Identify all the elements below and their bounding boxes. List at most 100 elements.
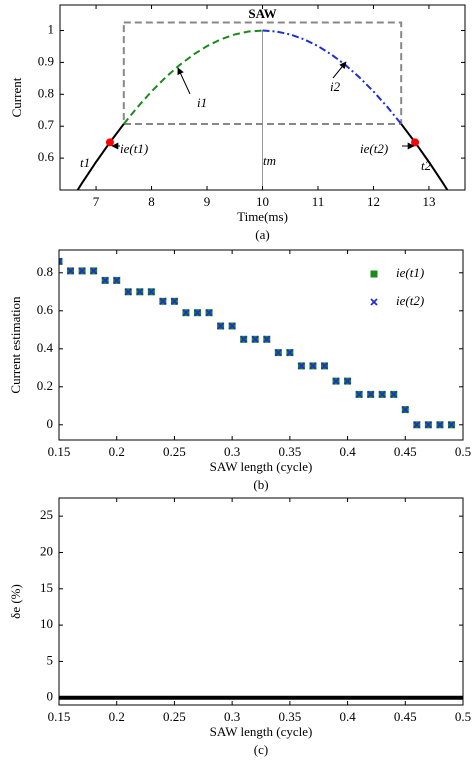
marker-x-stroke <box>274 348 282 357</box>
legend <box>357 257 459 321</box>
y-tick-label: 0.6 <box>38 149 55 164</box>
marker-x-stroke <box>216 322 225 330</box>
marker-square <box>59 257 63 265</box>
marker-x <box>78 267 86 275</box>
marker-x-stroke <box>251 335 259 343</box>
marker-x-stroke <box>401 405 409 414</box>
x-tick-label: 0.5 <box>455 444 471 459</box>
y-tick-label: 10 <box>40 616 53 631</box>
x-tick-label: 9 <box>204 194 211 209</box>
marker-x <box>297 362 306 370</box>
y-tick-label: 0.7 <box>38 117 55 132</box>
data-line <box>400 123 449 190</box>
x-tick-label: 7 <box>93 194 100 209</box>
marker-x-stroke <box>309 362 317 370</box>
marker-x <box>240 335 248 343</box>
x-tick-label: 0.35 <box>278 709 301 724</box>
marker-x-stroke <box>447 421 456 429</box>
x-tick-label: 0.15 <box>48 444 71 459</box>
marker-x-stroke <box>78 267 86 275</box>
marker-x <box>101 276 109 285</box>
marker-x-stroke <box>240 335 248 343</box>
annotation: ie(t1) <box>120 141 148 156</box>
x-tick-label: 0.25 <box>163 444 186 459</box>
x-axis-label: Time(ms) <box>237 209 288 224</box>
chart: 7 8 9 10 11 12 13 0.6 0.7 0.8 0.9 1 Time(ms) (a) Curre… <box>9 4 466 242</box>
x-tick-label: 0.2 <box>109 709 125 724</box>
marker-x-stroke <box>320 362 329 370</box>
marker-x-stroke <box>343 377 352 385</box>
point <box>105 138 114 147</box>
marker-x <box>367 390 375 399</box>
plot-area <box>59 257 456 429</box>
x-tick-label: 0.4 <box>339 709 356 724</box>
marker-x-stroke <box>228 322 236 330</box>
marker-x <box>378 390 386 399</box>
marker-x <box>193 309 202 317</box>
marker-x <box>205 309 213 317</box>
marker-x <box>263 335 271 343</box>
y-tick-label: 0 <box>47 689 54 704</box>
x-tick-label: 0.3 <box>224 444 240 459</box>
data-line <box>76 123 125 190</box>
marker-x-stroke <box>367 390 375 399</box>
x-tick-label: 0.3 <box>224 709 240 724</box>
x-tick-label: 13 <box>422 194 435 209</box>
marker-x <box>124 288 132 296</box>
marker-x <box>59 257 63 266</box>
y-tick-label: 0.9 <box>38 53 54 68</box>
data-line <box>123 29 263 125</box>
marker-x <box>89 267 98 275</box>
legend-label: ie(t2) <box>396 293 424 308</box>
marker-x <box>216 322 225 330</box>
marker-x-stroke <box>390 390 398 399</box>
marker-x-stroke <box>413 421 421 429</box>
marker-x <box>401 405 409 414</box>
y-tick-label: 0.4 <box>37 340 54 355</box>
marker-x-stroke <box>263 335 271 343</box>
caption: (b) <box>253 477 268 492</box>
marker-x-stroke <box>205 309 213 317</box>
annotation-arrow <box>177 67 191 95</box>
marker-x-stroke <box>147 288 155 296</box>
marker-x-stroke <box>297 362 306 370</box>
y-tick-label: 0.2 <box>37 378 53 393</box>
marker-x-stroke <box>182 309 190 317</box>
marker-x <box>113 276 121 285</box>
marker-x <box>182 309 190 317</box>
marker-x <box>343 377 352 385</box>
marker-square <box>370 270 378 278</box>
marker-x <box>251 335 259 343</box>
marker-x-stroke <box>193 309 202 317</box>
x-tick-label: 0.45 <box>394 709 417 724</box>
marker-x <box>355 390 363 399</box>
marker-x <box>136 288 144 296</box>
caption: (c) <box>254 742 268 757</box>
x-tick-label: 0.5 <box>455 709 471 724</box>
y-axis-label: Current estimation <box>8 296 23 394</box>
chart: 0.15 0.2 0.25 0.3 0.35 0.4 0.45 0.5 0 5 10 15 20 25 SA… <box>8 497 471 757</box>
x-tick-label: 0.45 <box>394 444 417 459</box>
marker-x <box>170 297 179 305</box>
marker-x <box>320 362 329 370</box>
marker-x <box>332 377 340 385</box>
marker-x-stroke <box>113 276 121 285</box>
marker-x <box>228 322 236 330</box>
y-axis-label: δe (%) <box>8 584 23 619</box>
marker-x <box>390 390 398 399</box>
marker-x <box>309 362 317 370</box>
marker-x-stroke <box>355 390 363 399</box>
marker-x-stroke <box>170 297 179 305</box>
y-tick-label: 1 <box>48 22 55 37</box>
annotation: tm <box>263 153 276 168</box>
point <box>411 138 420 147</box>
annotation: ie(t2) <box>360 141 388 156</box>
annotation: t1 <box>80 155 90 170</box>
marker-x-stroke <box>436 421 444 429</box>
marker-x <box>436 421 444 429</box>
x-axis-label: SAW length (cycle) <box>210 724 313 739</box>
marker-x-stroke <box>424 421 433 429</box>
y-tick-label: 20 <box>40 543 53 558</box>
